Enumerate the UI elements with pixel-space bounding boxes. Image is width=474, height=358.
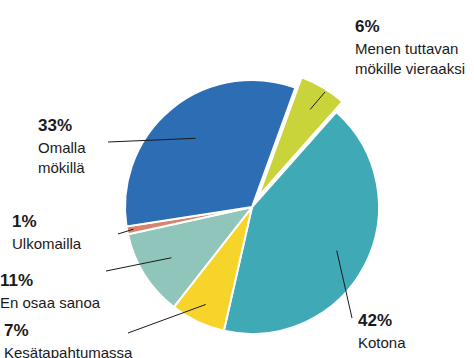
data-label: 6% [355,17,380,36]
category-label: Kotona [358,334,406,351]
leader-line [310,92,325,109]
pie [125,77,379,334]
category-label: Ulkomailla [12,235,82,252]
category-label: Omallamökillä [38,139,86,176]
leader-line [106,258,171,271]
category-label: Kesätapahtumassa [4,344,133,358]
category-label: Menen tuttavanmökille vieraaksi [355,40,465,77]
leader-line [108,138,196,142]
leader-line [128,305,206,333]
data-label: 42% [358,311,392,330]
labels: 6% Menen tuttavanmökille vieraaksi 42% Koto… [0,17,465,358]
pie-slice [125,80,295,226]
leader-line [337,251,352,318]
data-label: 11% [0,271,33,290]
category-label: En osaa sanoa [0,294,101,311]
chart: 6% Menen tuttavanmökille vieraaksi 42% Koto… [0,0,474,358]
leader-line [118,229,133,234]
data-label: 7% [4,321,29,340]
data-label: 1% [12,212,37,231]
data-label: 33% [38,116,72,135]
